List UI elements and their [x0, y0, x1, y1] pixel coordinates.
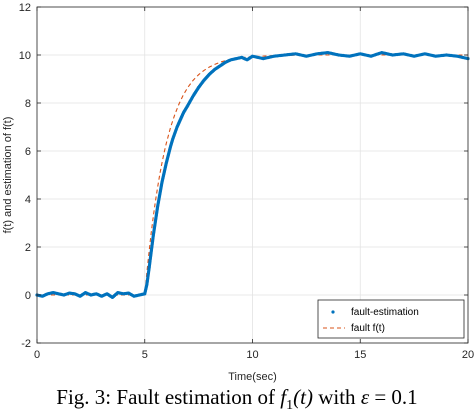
caption-prefix: Fig. 3: Fault estimation of — [56, 385, 281, 409]
x-tick-label: 10 — [246, 349, 258, 361]
y-tick-label: 8 — [25, 98, 31, 110]
grid — [36, 6, 469, 344]
caption-function-argument: (t) — [293, 385, 313, 409]
x-tick-label: 20 — [462, 349, 474, 361]
legend: fault-estimation fault f(t) — [317, 299, 465, 339]
x-axis-label: Time(sec) — [228, 371, 276, 383]
caption-middle: with — [312, 385, 361, 409]
caption-epsilon-value: = 0.1 — [369, 385, 418, 409]
caption-function-subscript: 1 — [286, 398, 294, 414]
legend-label-fault: fault f(t) — [351, 323, 385, 334]
legend-marker-fault-estimation — [331, 310, 335, 314]
x-tick-label: 5 — [142, 349, 148, 361]
y-tick-label: 0 — [25, 290, 31, 302]
x-tick-label: 15 — [354, 349, 366, 361]
y-tick-label: 4 — [25, 194, 31, 206]
fault-line — [37, 54, 468, 296]
y-tick-label: -2 — [21, 338, 31, 350]
y-tick-label: 12 — [19, 2, 31, 14]
caption-function-symbol: f — [280, 385, 287, 409]
series-layer — [35, 51, 470, 299]
y-tick-label: 10 — [19, 50, 31, 62]
y-tick-label: 6 — [25, 146, 31, 158]
legend-box — [317, 299, 465, 339]
figure-caption: Fig. 3: Fault estimation of f1(t) with ε… — [0, 384, 474, 419]
fault-estimation-series — [35, 51, 470, 299]
x-tick-label: 0 — [34, 349, 40, 361]
y-tick-label: 2 — [25, 242, 31, 254]
y-axis-label: f(t) and estimation of f(t) — [2, 117, 14, 234]
legend-label-fault-estimation: fault-estimation — [351, 307, 419, 318]
caption-epsilon-symbol: ε — [360, 385, 370, 409]
